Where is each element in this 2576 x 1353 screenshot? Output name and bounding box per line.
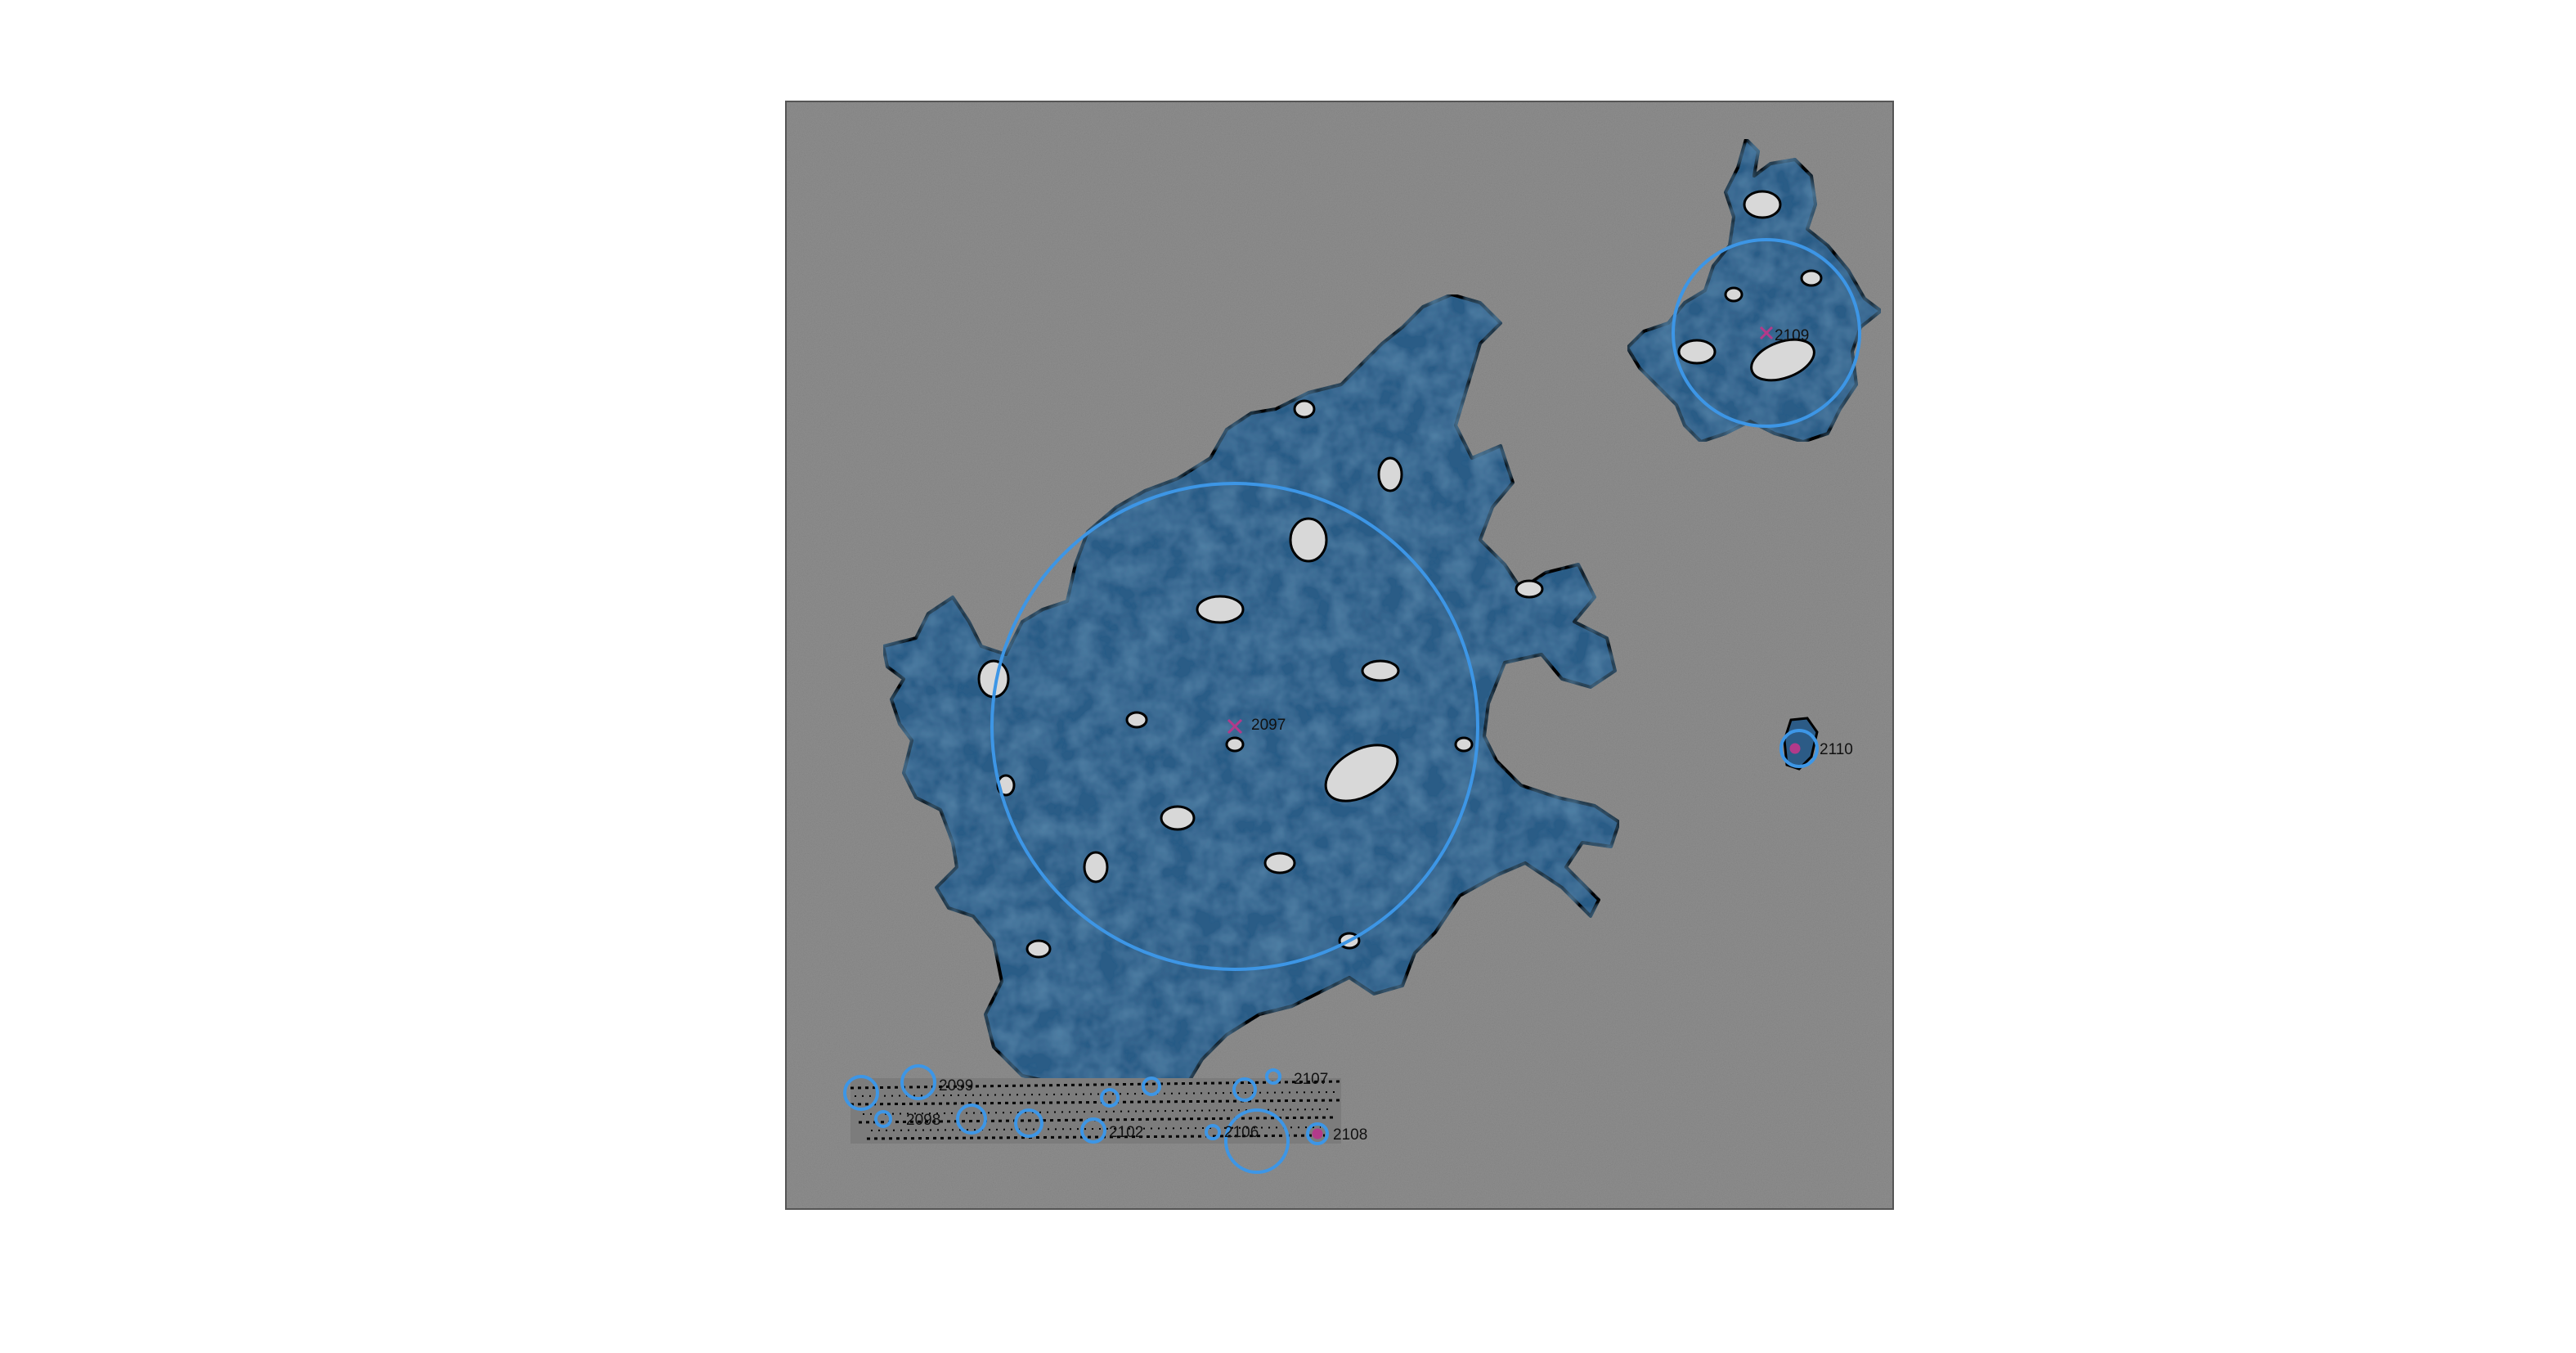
circle-2106	[1205, 1124, 1221, 1140]
center-markers	[1227, 326, 1801, 1139]
marker-2108	[1312, 1128, 1323, 1139]
label-2106: 2106	[1224, 1124, 1259, 1141]
label-2099: 2099	[939, 1077, 973, 1095]
mask-holes	[977, 190, 1823, 959]
particle-2097-mask	[882, 293, 1621, 1086]
particle-2109-mask	[1626, 137, 1883, 443]
circle-2108	[1306, 1122, 1329, 1145]
circle-b3	[1014, 1108, 1043, 1138]
label-2107: 2107	[1294, 1071, 1328, 1088]
micrograph-panel: 2097 2109 2110 2107 2108 2099 2098 2102 …	[786, 101, 1893, 1209]
circle-2102	[1080, 1117, 1106, 1144]
label-2102: 2102	[1109, 1124, 1143, 1141]
marker-2110	[1789, 743, 1801, 754]
circle-2110	[1779, 729, 1819, 768]
circle-b5	[1100, 1088, 1120, 1108]
label-2097: 2097	[1251, 717, 1286, 734]
marker-2109	[1759, 326, 1774, 340]
circle-2099	[900, 1064, 936, 1100]
circle-2107b	[1265, 1068, 1281, 1085]
fitted-circles	[843, 238, 1861, 1174]
circle-2106b	[1224, 1108, 1290, 1174]
circle-2107	[1232, 1077, 1257, 1102]
circle-2099b	[843, 1075, 879, 1111]
marker-2097	[1227, 718, 1243, 735]
circle-2098	[874, 1110, 892, 1128]
id-labels: 2097 2109 2110 2107 2108 2099 2098 2102 …	[906, 327, 1853, 1144]
circle-b6	[1142, 1077, 1161, 1096]
label-2109: 2109	[1775, 327, 1809, 344]
label-2108: 2108	[1333, 1126, 1367, 1144]
circle-2097	[990, 482, 1479, 971]
label-2098: 2098	[906, 1112, 940, 1129]
circle-2109	[1672, 238, 1861, 428]
circle-2098b	[956, 1104, 987, 1135]
micrograph-frame	[785, 101, 1894, 1210]
label-2110: 2110	[1820, 741, 1853, 758]
